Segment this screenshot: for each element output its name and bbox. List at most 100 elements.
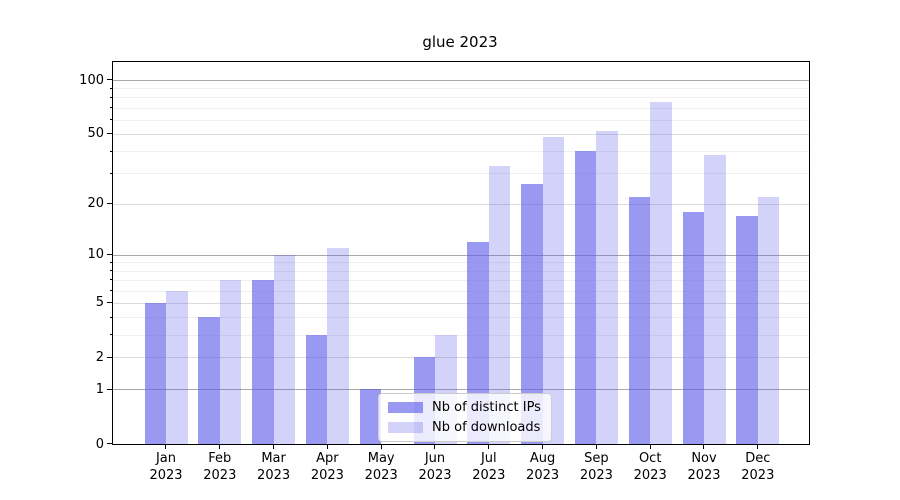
x-axis-tick (595, 444, 597, 449)
bar-distinct-ips-mar (252, 279, 274, 444)
bar-distinct-ips-dec (736, 216, 758, 444)
legend: Nb of distinct IPs Nb of downloads (378, 393, 552, 442)
y-axis-minor-tick (109, 279, 113, 281)
x-axis-tick (757, 444, 759, 449)
y-axis-minor-tick (109, 172, 113, 174)
y-axis-tick (107, 79, 112, 81)
gridline-minor (113, 270, 809, 272)
y-axis-minor-tick (109, 261, 113, 263)
bar-downloads-jan (166, 290, 188, 444)
y-axis-tick (107, 203, 112, 205)
gridline-minor (113, 173, 809, 175)
y-axis-tick-label: 0 (95, 436, 104, 452)
bar-downloads-dec (757, 196, 780, 444)
bar-downloads-nov (704, 155, 726, 444)
gridline-minor (113, 317, 809, 319)
gridline-minor (113, 107, 809, 109)
gridline-decade (113, 80, 809, 81)
x-axis-tick-label: May 2023 (364, 451, 398, 483)
x-axis-tick (273, 444, 274, 449)
x-axis-tick-label: Mar 2023 (257, 451, 291, 483)
x-axis-tick-label: Apr 2023 (310, 451, 344, 483)
y-axis-minor-tick (109, 87, 113, 89)
gridline-minor (113, 290, 809, 292)
bar-downloads-oct (650, 102, 672, 444)
bar-distinct-ips-sep (574, 151, 597, 444)
gridline-minor (113, 279, 809, 281)
gridline-minor (113, 262, 809, 264)
bar-downloads-mar (273, 254, 296, 444)
x-axis-tick (380, 444, 382, 449)
x-axis-tick-label: Jan 2023 (149, 451, 183, 483)
bar-distinct-ips-may (359, 389, 382, 444)
y-axis-minor-tick (109, 334, 113, 336)
gridline-minor (113, 119, 809, 121)
x-axis-tick-label: Dec 2023 (741, 451, 775, 483)
gridline-major (113, 302, 809, 304)
y-axis-tick-label: 5 (95, 295, 104, 311)
x-axis-tick-label: Oct 2023 (633, 451, 667, 483)
y-axis-minor-tick (109, 119, 113, 121)
y-axis-minor-tick (109, 107, 113, 109)
gridline-minor (113, 88, 809, 90)
bar-downloads-feb (219, 279, 242, 444)
bar-downloads-sep (596, 130, 618, 444)
y-axis-tick-label: 50 (87, 126, 104, 142)
bar-distinct-ips-feb (198, 317, 220, 444)
bar-distinct-ips-oct (628, 196, 651, 444)
y-axis-tick-label: 10 (87, 247, 104, 263)
plot-area: 0 1 2 5 10 20 50 100 Jan 2023 Feb 2023 Mar 2023 Apr… (79, 61, 810, 483)
x-axis-tick-label: Feb 2023 (203, 451, 237, 483)
x-axis-tick-label: Jul 2023 (472, 451, 506, 483)
gridline-decade (113, 389, 809, 391)
y-axis-minor-tick (109, 290, 113, 292)
bar-distinct-ips-apr (305, 334, 328, 444)
bar-downloads-aug (542, 137, 565, 444)
x-axis-tick-label: Jun 2023 (418, 451, 452, 483)
y-axis-tick (107, 388, 112, 390)
x-axis-tick (703, 444, 705, 449)
x-axis-tick (326, 444, 328, 449)
y-axis-tick-label: 1 (95, 381, 104, 397)
y-axis-minor-tick (109, 316, 113, 318)
chart-title: glue 2023 (422, 33, 498, 51)
y-axis-minor-tick (109, 150, 113, 152)
gridline-minor (113, 334, 809, 336)
x-axis-tick (165, 444, 167, 449)
legend-swatch-distinct-ips-icon (388, 402, 423, 413)
y-axis-tick-label: 20 (87, 196, 104, 212)
y-axis-tick (107, 302, 112, 304)
y-axis-tick-label: 2 (95, 349, 104, 365)
bar-downloads-jul (488, 165, 511, 444)
x-axis-tick-label: Sep 2023 (579, 451, 613, 483)
legend-item-distinct-ips: Nb of distinct IPs (388, 400, 541, 415)
bar-distinct-ips-nov (682, 211, 704, 444)
gridline-major (113, 133, 809, 135)
legend-swatch-downloads-icon (388, 422, 423, 433)
gridline-minor (113, 97, 809, 99)
gridline-major (113, 203, 809, 205)
x-axis-tick (488, 444, 490, 449)
y-axis-minor-tick (109, 270, 113, 272)
x-axis-tick (219, 444, 221, 449)
y-axis-tick (107, 356, 112, 358)
gridline-major (113, 357, 809, 359)
bar-distinct-ips-aug (521, 184, 543, 444)
x-axis-tick-label: Aug 2023 (526, 451, 560, 483)
gridline-decade (113, 254, 809, 256)
legend-label-distinct-ips: Nb of distinct IPs (432, 400, 541, 415)
y-axis-tick (107, 133, 112, 135)
legend-label-downloads: Nb of downloads (432, 420, 541, 435)
y-axis-tick (107, 443, 112, 445)
bar-distinct-ips-jan (144, 302, 166, 444)
y-axis-minor-tick (109, 96, 113, 98)
x-axis-tick-label: Nov 2023 (687, 451, 721, 483)
x-axis-tick (434, 444, 436, 449)
y-axis-tick (107, 254, 112, 256)
bar-downloads-apr (327, 248, 349, 444)
legend-item-downloads: Nb of downloads (388, 420, 541, 435)
y-axis-tick-label: 100 (79, 72, 104, 88)
x-axis-tick (542, 444, 543, 449)
x-axis-tick (649, 444, 651, 449)
